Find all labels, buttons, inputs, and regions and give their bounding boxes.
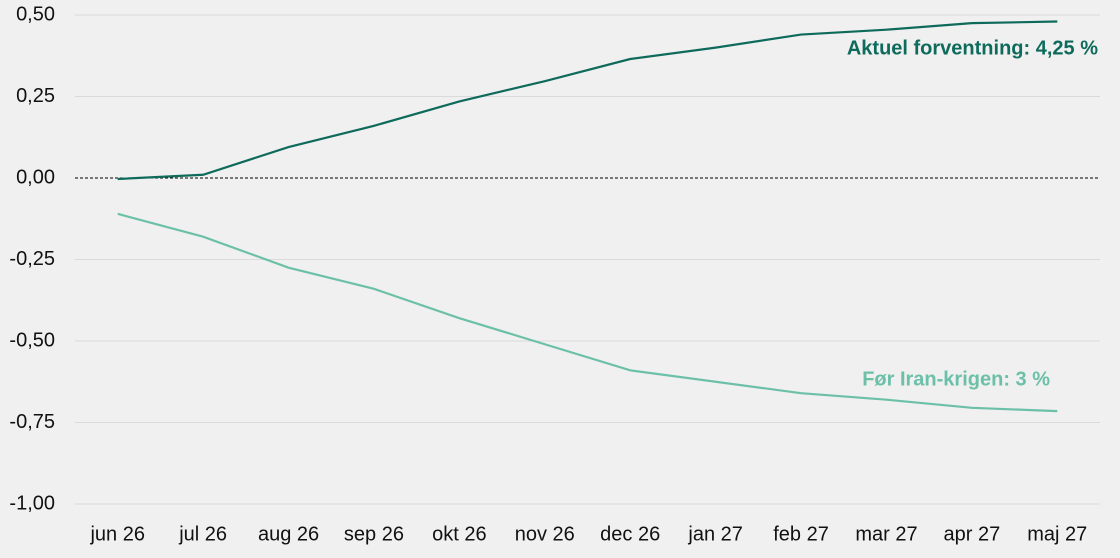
x-tick-label: aug 26 xyxy=(258,523,319,545)
x-tick-label: jan 27 xyxy=(687,523,743,545)
x-tick-label: jul 26 xyxy=(178,523,227,545)
x-tick-label: sep 26 xyxy=(344,523,404,545)
y-tick-label: -0,75 xyxy=(9,411,55,433)
x-tick-label: okt 26 xyxy=(432,523,486,545)
x-tick-label: maj 27 xyxy=(1027,523,1087,545)
y-tick-label: -1,00 xyxy=(9,492,55,514)
x-tick-label: dec 26 xyxy=(600,523,660,545)
x-tick-label: feb 27 xyxy=(773,523,829,545)
y-tick-label: -0,50 xyxy=(9,329,55,351)
series-line xyxy=(117,212,1058,413)
y-tick-label: 0,25 xyxy=(16,85,55,107)
x-tick-label: apr 27 xyxy=(944,523,1001,545)
x-tick-label: nov 26 xyxy=(515,523,575,545)
series-line xyxy=(117,20,1058,181)
series-label: Før Iran-krigen: 3 % xyxy=(862,368,1050,390)
y-tick-label: 0,50 xyxy=(16,3,55,25)
y-tick-label: 0,00 xyxy=(16,166,55,188)
series-label: Aktuel forventning: 4,25 % xyxy=(847,37,1098,59)
x-tick-label: mar 27 xyxy=(855,523,917,545)
x-tick-label: jun 26 xyxy=(89,523,145,545)
y-tick-label: -0,25 xyxy=(9,248,55,270)
